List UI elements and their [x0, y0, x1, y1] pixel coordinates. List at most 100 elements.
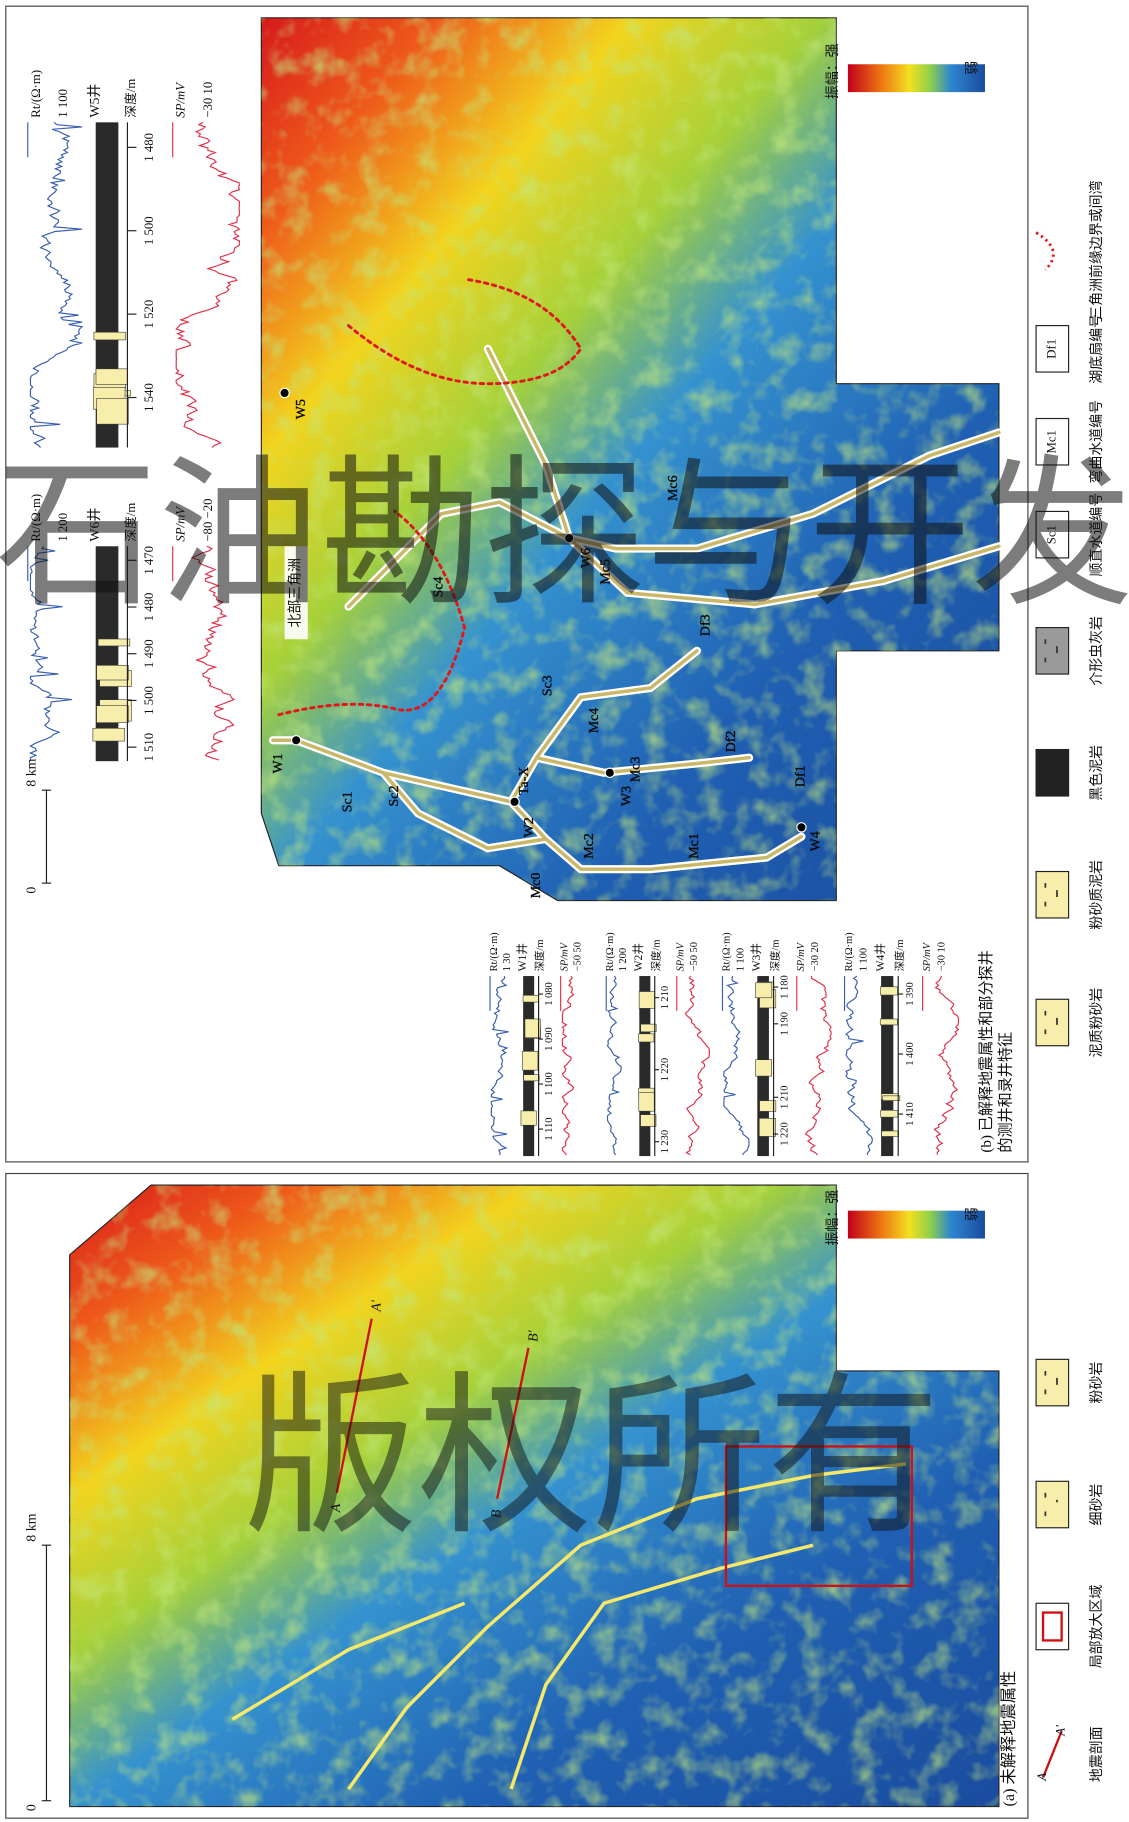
log-range: −50 50: [573, 942, 584, 971]
log-axis-label: SP/mV: [796, 941, 807, 971]
legend-label: 泥质粉砂岩: [1089, 988, 1105, 1058]
lithology-sand: [880, 987, 897, 995]
legend-icon: [1036, 872, 1069, 918]
amplitude-label: 振幅：强: [825, 43, 841, 99]
log-range: 1 200: [618, 948, 629, 971]
rt-curve: [607, 976, 621, 1155]
channel-label: Mc3: [629, 757, 644, 783]
depth-tick-label: 1 390: [905, 982, 916, 1005]
legend-icon: [1043, 1731, 1062, 1777]
depth-tick-label: 1 080: [544, 982, 555, 1005]
log-range: 1 100: [858, 948, 869, 971]
channel-label: Sc2: [387, 786, 402, 807]
log-range: −30 10: [201, 82, 215, 118]
well-dot: [605, 768, 614, 777]
legend-label: 湖底扇编号: [1089, 314, 1105, 384]
log-title: W2井: [631, 943, 645, 971]
lithology-sand: [98, 639, 130, 646]
log-title: W5井: [87, 84, 103, 118]
well-dot: [280, 388, 289, 397]
amplitude-bar: [848, 1211, 985, 1239]
legend-icon: [1036, 750, 1069, 796]
figure-canvas: (a) 未解释地震属性(b) 已解释地震属性和部分探井的测井和录井特征8 km0…: [0, 0, 1129, 1822]
legend-symbol: A': [1054, 1725, 1068, 1737]
log-range: −30 20: [810, 942, 821, 971]
scale-label: 8 km: [25, 1513, 40, 1541]
log-range: 1 100: [56, 89, 70, 118]
lithology-sand: [882, 1131, 899, 1137]
scale-label: 0: [25, 1804, 40, 1811]
log-axis-label: 深度/m: [893, 939, 906, 971]
depth-tick-label: 1 110: [544, 1118, 555, 1141]
depth-tick-label: 1 230: [660, 1130, 671, 1153]
legend-label: 黑色泥岩: [1088, 745, 1105, 801]
lithology-sand: [97, 706, 129, 723]
profile-label: B': [527, 1329, 542, 1342]
panel-caption: 的测井和录井特征: [998, 1032, 1015, 1153]
sp-curve: [176, 122, 239, 447]
depth-tick-label: 1 220: [780, 1122, 791, 1145]
lithology-sand: [524, 1075, 539, 1081]
depth-tick-label: 1 410: [905, 1102, 916, 1125]
depth-tick-label: 1 520: [142, 300, 156, 329]
channel-label: Sc1: [341, 791, 356, 812]
log-axis-label: SP/mV: [174, 81, 188, 118]
log-axis-label: Rt/(Ω·m): [722, 932, 733, 972]
rt-curve: [846, 976, 872, 1155]
legend-symbol: Df1: [1044, 339, 1058, 359]
log-axis-label: Rt/(Ω·m): [844, 932, 855, 972]
well-label: W3: [619, 786, 634, 806]
lithology-sand: [641, 1115, 656, 1127]
lithology-sand: [522, 1051, 537, 1070]
channel-label: Mc4: [587, 708, 602, 734]
rt-curve: [491, 976, 508, 1155]
profile-label: A': [370, 1299, 385, 1313]
depth-tick-label: 1 180: [780, 975, 791, 998]
well-dot: [510, 797, 519, 806]
amplitude-label: 振幅：强: [825, 1190, 841, 1246]
depth-tick-label: 1 510: [142, 733, 156, 762]
legend-label: 地震剖面: [1089, 1726, 1105, 1782]
scale-label: 8 km: [25, 758, 40, 786]
depth-tick-label: 1 480: [142, 133, 156, 162]
amplitude-label: 弱: [966, 61, 981, 75]
sp-curve: [806, 976, 831, 1155]
panel-caption: (b) 已解释地震属性和部分探井: [978, 950, 995, 1152]
lithology-sand: [523, 995, 538, 1002]
sp-curve: [562, 976, 573, 1155]
well-dot: [292, 736, 301, 745]
log-axis-label: Rt/(Ω·m): [29, 70, 43, 118]
log-range: −50 50: [689, 942, 700, 971]
amplitude-bar: [848, 64, 985, 92]
sp-curve: [685, 976, 709, 1155]
log-range: 1 100: [735, 948, 746, 971]
legend-symbol: A: [1035, 1773, 1049, 1782]
log-axis-label: 深度/m: [649, 939, 662, 971]
legend-icon: [1036, 999, 1069, 1045]
legend-label: 细砂岩: [1089, 1484, 1105, 1526]
well-label: W5: [294, 399, 309, 419]
well-dot: [797, 823, 806, 832]
legend-icon: [1036, 1603, 1069, 1649]
watermark: 版权所有: [244, 1357, 941, 1560]
lithology-sand: [96, 369, 128, 385]
watermark: 石油勘探与开发: [0, 441, 1129, 630]
legend-label: 三角洲前缘边界或间湾: [1088, 180, 1105, 319]
depth-tick-label: 1 400: [905, 1042, 916, 1065]
lithology-sand: [97, 665, 129, 680]
sp-curve: [934, 976, 958, 1155]
depth-tick-label: 1 490: [142, 639, 156, 668]
legend-icon: [1036, 1481, 1069, 1527]
well-label: W4: [809, 831, 824, 851]
log-title: W3井: [749, 943, 763, 971]
lithology-sand: [521, 1111, 536, 1125]
legend-label: 粉砂质泥岩: [1089, 860, 1105, 930]
log-axis-label: Rt/(Ω·m): [605, 932, 616, 972]
lithology-sand: [881, 1110, 898, 1117]
log-title: W4井: [873, 943, 887, 971]
depth-tick-label: 1 220: [660, 1058, 671, 1081]
legend-label: 粉砂岩: [1089, 1362, 1105, 1404]
depth-tick-label: 1 540: [142, 383, 156, 412]
fan-label: Df2: [724, 731, 739, 753]
fan-label: Df1: [794, 765, 809, 787]
